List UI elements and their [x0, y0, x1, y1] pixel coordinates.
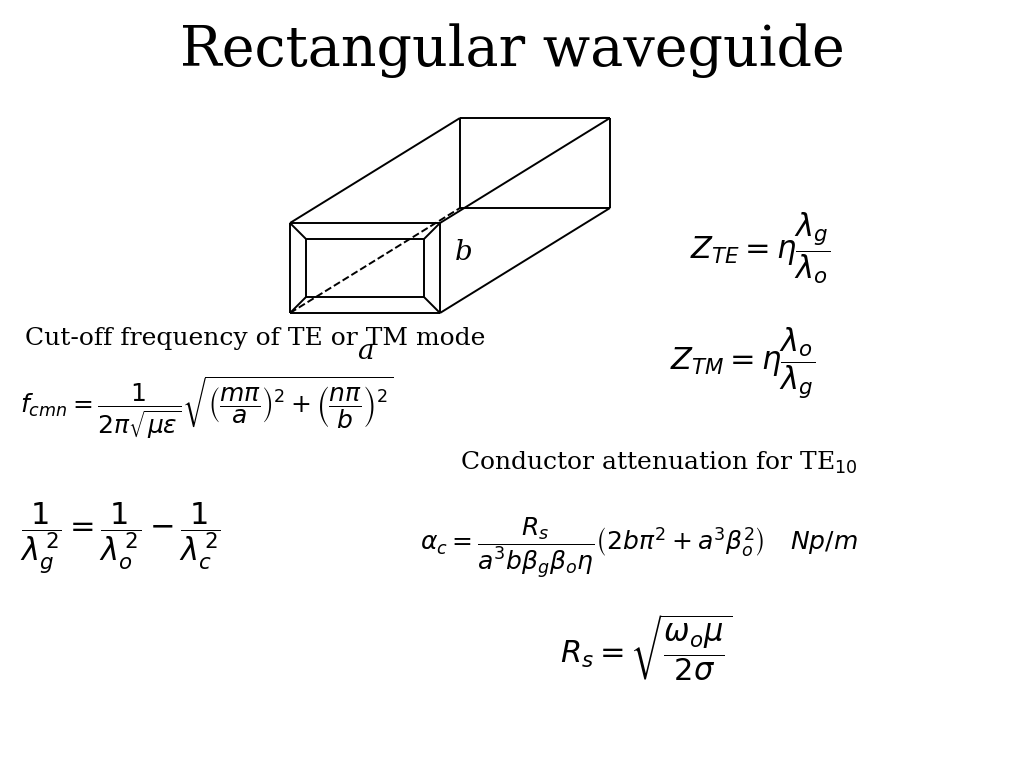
Text: $\dfrac{1}{\lambda_g^{\,2}} = \dfrac{1}{\lambda_o^{\,2}} - \dfrac{1}{\lambda_c^{: $\dfrac{1}{\lambda_g^{\,2}} = \dfrac{1}{…: [20, 501, 221, 575]
Text: $R_s = \sqrt{\dfrac{\omega_o\mu}{2\sigma}}$: $R_s = \sqrt{\dfrac{\omega_o\mu}{2\sigma…: [560, 613, 732, 683]
Text: a: a: [356, 338, 374, 365]
Text: $Z_{TE} = \eta\dfrac{\lambda_g}{\lambda_o}$: $Z_{TE} = \eta\dfrac{\lambda_g}{\lambda_…: [690, 210, 830, 286]
Text: Conductor attenuation for TE$_{10}$: Conductor attenuation for TE$_{10}$: [460, 450, 858, 476]
Text: $\alpha_c = \dfrac{R_s}{a^3 b\beta_g\beta_o\eta}\left(2b\pi^2 + a^3\beta_o^2\rig: $\alpha_c = \dfrac{R_s}{a^3 b\beta_g\bet…: [420, 515, 858, 581]
Text: $f_{cmn} = \dfrac{1}{2\pi\sqrt{\mu\varepsilon}}\sqrt{\left(\dfrac{m\pi}{a}\right: $f_{cmn} = \dfrac{1}{2\pi\sqrt{\mu\varep…: [20, 375, 393, 441]
Text: $Z_{TM} = \eta\dfrac{\lambda_o}{\lambda_g}$: $Z_{TM} = \eta\dfrac{\lambda_o}{\lambda_…: [670, 325, 815, 401]
Text: b: b: [455, 240, 473, 266]
Text: Rectangular waveguide: Rectangular waveguide: [179, 23, 845, 78]
Text: Cut-off frequency of TE or TM mode: Cut-off frequency of TE or TM mode: [25, 326, 485, 349]
